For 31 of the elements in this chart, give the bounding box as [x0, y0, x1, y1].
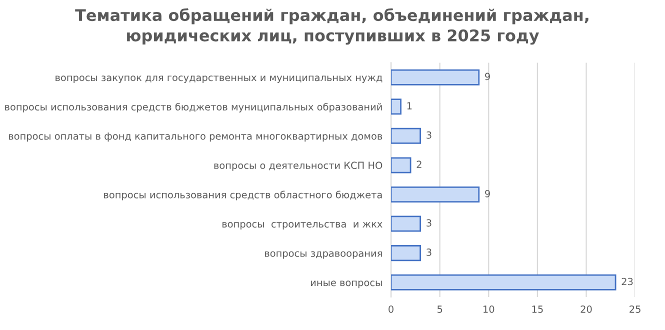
bar — [391, 274, 616, 290]
bar — [391, 98, 402, 115]
x-tick-label: 20 — [580, 306, 592, 313]
bar — [391, 157, 412, 174]
bar — [391, 186, 480, 203]
x-tick-label: 15 — [532, 306, 543, 313]
data-label: 3 — [426, 131, 432, 139]
data-label: 9 — [485, 190, 490, 198]
bar — [391, 216, 421, 232]
y-tick-label: вопросы строительства и жкх — [222, 222, 382, 230]
y-tick-label: вопросы использования средств областного бюджета — [104, 190, 382, 200]
y-tick-label: вопросы о деятельности КСП НО — [214, 162, 382, 171]
y-tick-label: вопросы здравоорания — [265, 251, 382, 259]
chart-title: Тематика обращений граждан, объединений граждан, юридических лиц, поступивших в 2025 году — [75, 8, 588, 45]
bar — [391, 128, 421, 144]
data-label: 1 — [407, 102, 412, 110]
y-tick-label: вопросы закупок для государственных и муниципальных нужд — [56, 76, 382, 84]
x-tick-label: 5 — [437, 306, 442, 313]
bar — [391, 245, 421, 262]
y-tick-label: вопросы оплаты в фонд капитального ремонта многоквартирных домов — [8, 132, 382, 142]
x-tick-label: 25 — [630, 306, 640, 313]
data-label: 3 — [426, 248, 432, 256]
y-tick-label: вопросы использования средств бюджетов муниципальных образований — [5, 102, 382, 112]
bar — [391, 69, 480, 86]
data-label: 2 — [416, 160, 422, 168]
y-tick-label: иные вопросы — [310, 280, 382, 288]
data-label: 9 — [485, 72, 490, 80]
data-label: 3 — [426, 219, 432, 227]
x-tick-label: 0 — [388, 306, 394, 313]
x-tick-label: 10 — [484, 306, 494, 313]
data-label: 23 — [622, 278, 633, 286]
